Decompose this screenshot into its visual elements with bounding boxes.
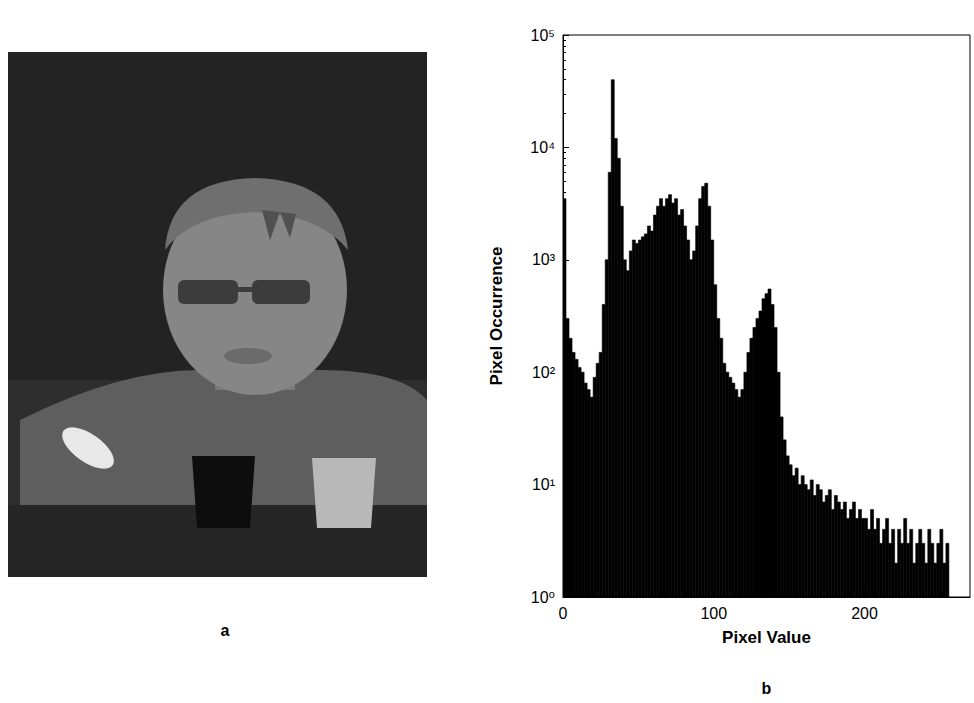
svg-text:10⁵: 10⁵ (531, 27, 555, 44)
svg-text:10²: 10² (532, 364, 556, 381)
svg-text:0: 0 (559, 605, 568, 622)
svg-text:10³: 10³ (532, 251, 556, 268)
svg-text:10¹: 10¹ (532, 476, 555, 493)
svg-text:100: 100 (700, 605, 727, 622)
svg-text:b: b (762, 680, 772, 697)
svg-text:10⁴: 10⁴ (530, 139, 555, 156)
svg-text:Pixel Occurrence: Pixel Occurrence (487, 247, 506, 386)
svg-text:Pixel Value: Pixel Value (722, 628, 811, 647)
svg-text:a: a (221, 622, 230, 639)
svg-text:10⁰: 10⁰ (531, 589, 555, 606)
svg-text:200: 200 (851, 605, 878, 622)
